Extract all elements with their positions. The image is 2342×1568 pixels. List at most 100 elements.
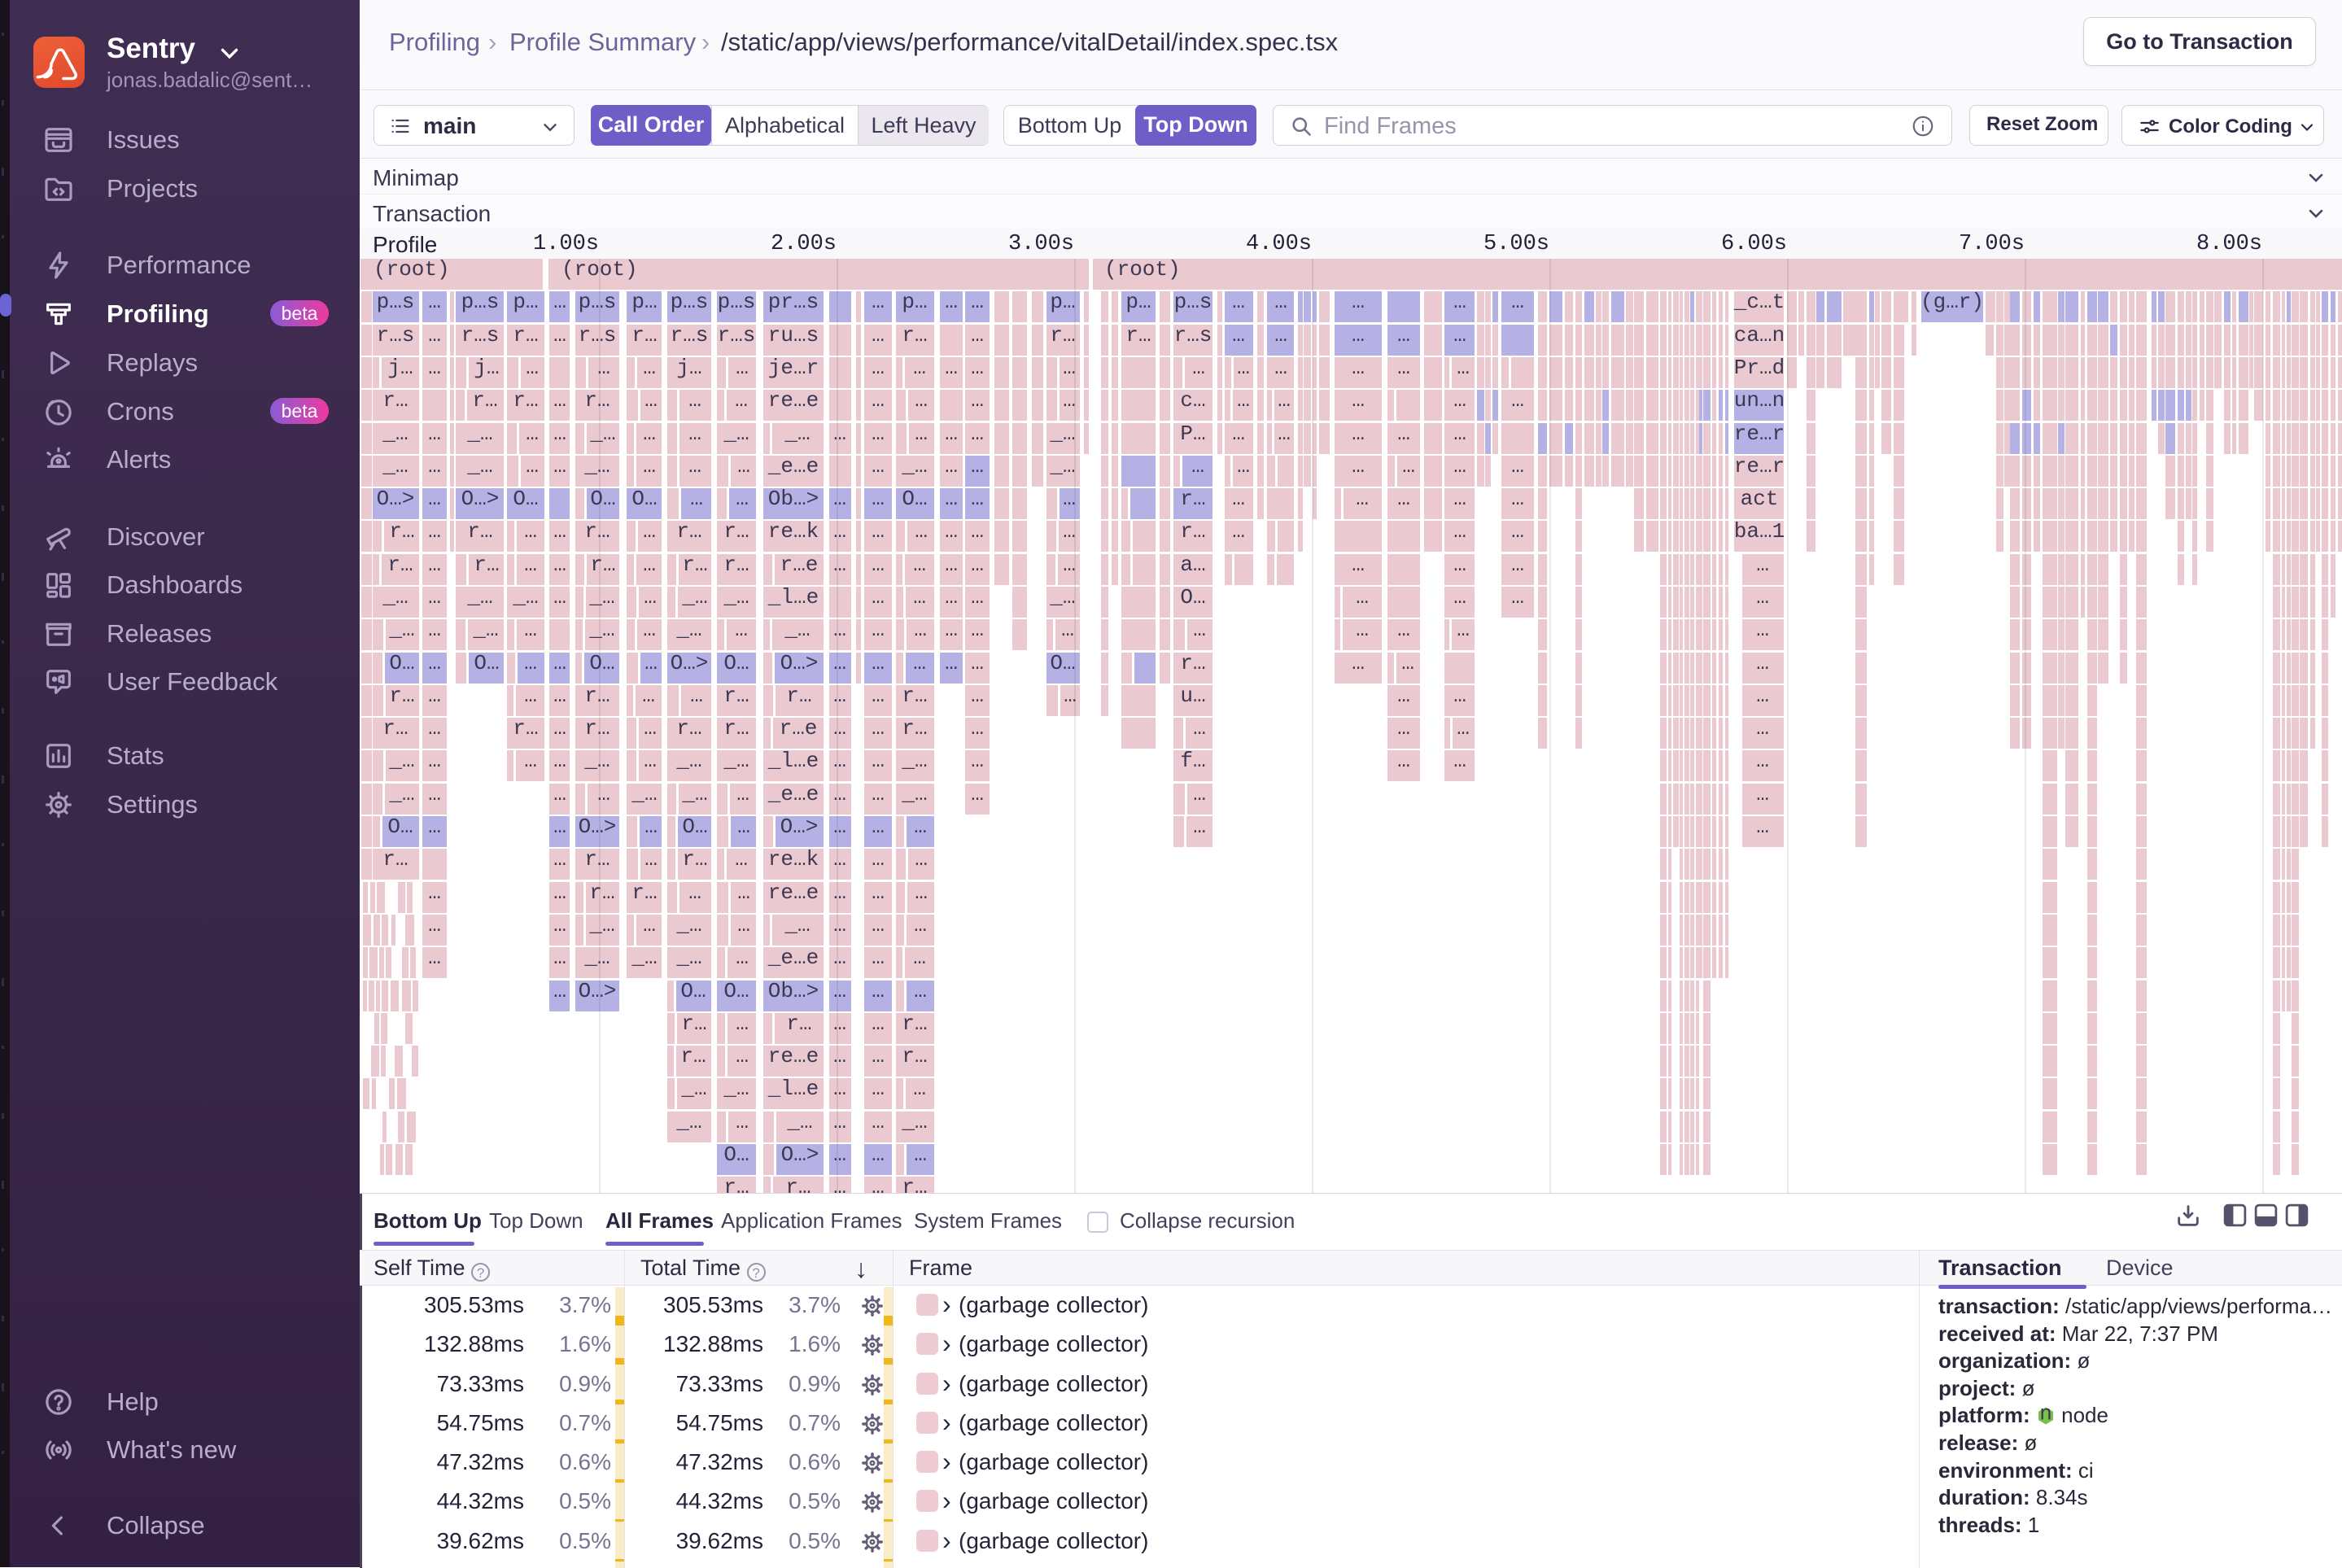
svg-text:n: n	[2039, 1406, 2052, 1426]
svg-text:_…: _…	[382, 585, 408, 609]
svg-text:r…: r…	[681, 1011, 706, 1036]
svg-text:_…: _…	[784, 618, 810, 642]
svg-text:Ob…>: Ob…>	[768, 979, 819, 1003]
svg-text:…: …	[913, 553, 926, 577]
svg-text:r…: r…	[723, 1175, 749, 1193]
svg-text:…: …	[945, 454, 958, 478]
svg-text:r…: r…	[590, 553, 615, 577]
svg-text:r…s: r…s	[718, 323, 756, 347]
svg-text:…: …	[1457, 356, 1470, 380]
svg-text:…: …	[1756, 749, 1769, 773]
svg-text:…: …	[833, 880, 846, 905]
svg-text:_l…e: _l…e	[767, 585, 819, 609]
svg-text:r…: r…	[785, 1175, 811, 1193]
svg-text:c…: c…	[1180, 388, 1205, 413]
svg-text:…: …	[1397, 716, 1410, 740]
svg-text:…: …	[1352, 651, 1365, 675]
svg-text:r…: r…	[902, 323, 927, 347]
svg-text:…: …	[644, 815, 658, 839]
svg-text:…: …	[643, 454, 656, 478]
svg-text:p…: p…	[631, 290, 657, 314]
svg-text:…: …	[833, 1077, 846, 1101]
svg-text:…: …	[524, 684, 537, 708]
svg-text:…: …	[1453, 388, 1466, 413]
svg-text:…: …	[690, 487, 703, 511]
svg-text:…: …	[1511, 519, 1524, 544]
svg-text:…: …	[945, 519, 958, 544]
svg-text:p…: p…	[1125, 290, 1151, 314]
svg-text:…: …	[553, 454, 566, 478]
svg-text:…: …	[833, 979, 846, 1003]
svg-text:O…: O…	[589, 651, 614, 675]
svg-text:r…: r…	[676, 716, 701, 740]
svg-text:…: …	[1453, 684, 1466, 708]
svg-text:_…: _…	[680, 1077, 706, 1101]
svg-text:…: …	[872, 1110, 885, 1134]
svg-text:_…: _…	[675, 618, 701, 642]
svg-text:…: …	[736, 782, 749, 806]
svg-text:j…: j…	[387, 356, 413, 380]
svg-text:…: …	[1453, 553, 1466, 577]
svg-text:…: …	[1402, 454, 1415, 478]
svg-text:…: …	[872, 585, 885, 609]
svg-text:…: …	[736, 1011, 749, 1036]
svg-text:_…: _…	[901, 454, 927, 478]
svg-text:…: …	[1511, 553, 1524, 577]
svg-text:…: …	[688, 880, 701, 905]
svg-text:r…: r…	[584, 388, 610, 413]
svg-text:…: …	[1352, 290, 1365, 314]
svg-text:O…>: O…>	[671, 651, 709, 675]
svg-text:_l…e: _l…e	[767, 1077, 819, 1101]
svg-text:…: …	[1453, 487, 1466, 511]
svg-text:r…: r…	[902, 1011, 927, 1036]
svg-text:O…: O…	[1050, 651, 1075, 675]
svg-text:_…: _…	[588, 585, 614, 609]
svg-text:…: …	[1756, 553, 1769, 577]
svg-text:r…: r…	[1180, 651, 1205, 675]
svg-text:…: …	[553, 979, 566, 1003]
svg-text:…: …	[971, 684, 984, 708]
svg-text:_…: _…	[1049, 585, 1075, 609]
svg-text:…: …	[736, 1044, 749, 1068]
svg-text:re…k: re…k	[768, 847, 819, 871]
svg-text:…: …	[553, 880, 566, 905]
svg-text:p…: p…	[902, 290, 927, 314]
svg-text:r…: r…	[467, 519, 492, 544]
svg-text:r…: r…	[589, 880, 614, 905]
svg-text:Pr…d: Pr…d	[1734, 356, 1785, 380]
svg-text:…: …	[872, 946, 885, 970]
svg-text:r…: r…	[1125, 323, 1151, 347]
svg-text:_…: _…	[583, 946, 610, 970]
svg-text:…: …	[643, 356, 656, 380]
svg-text:…: …	[1064, 684, 1077, 708]
svg-text:r…: r…	[682, 553, 707, 577]
svg-text:…: …	[553, 519, 566, 544]
svg-text:…: …	[1237, 454, 1250, 478]
svg-text:P…: P…	[1180, 421, 1205, 446]
svg-text:…: …	[872, 1044, 885, 1068]
svg-text:…: …	[872, 1011, 885, 1036]
svg-text:_…: _…	[388, 782, 414, 806]
svg-text:…: …	[1457, 716, 1470, 740]
svg-text:_…: _…	[1049, 454, 1075, 478]
svg-text:…: …	[872, 356, 885, 380]
svg-text:…: …	[597, 782, 610, 806]
svg-text:…: …	[833, 815, 846, 839]
svg-text:…: …	[915, 880, 928, 905]
svg-text:…: …	[644, 388, 658, 413]
svg-text:r…: r…	[786, 1011, 811, 1036]
svg-text:…: …	[1232, 487, 1245, 511]
svg-text:…: …	[1756, 651, 1769, 675]
svg-text:…: …	[914, 1142, 927, 1167]
svg-text:…: …	[872, 618, 885, 642]
svg-text:_…: _…	[588, 913, 614, 937]
svg-text:r…: r…	[723, 684, 749, 708]
svg-text:…: …	[553, 716, 566, 740]
svg-text:_…: _…	[784, 421, 810, 446]
svg-text:r…: r…	[631, 880, 657, 905]
svg-text:_…: _…	[901, 782, 927, 806]
svg-text:_…: _…	[388, 749, 414, 773]
svg-text:…: …	[1397, 684, 1410, 708]
svg-text:(root): (root)	[561, 259, 638, 282]
svg-text:…: …	[1453, 454, 1466, 478]
